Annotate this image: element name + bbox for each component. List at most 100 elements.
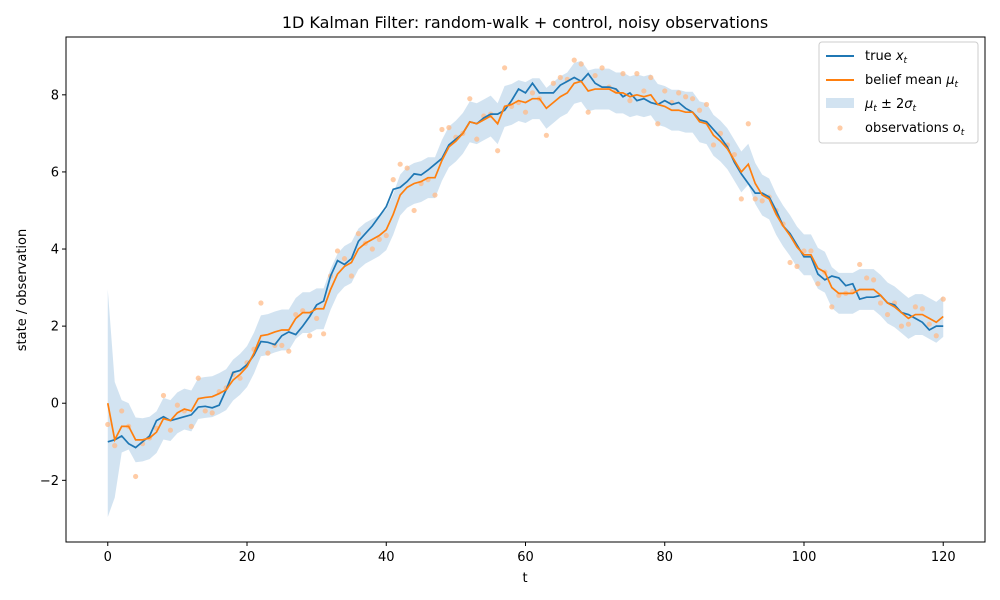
observation-point: [160, 392, 167, 399]
observation-point: [592, 72, 598, 79]
observation-point: [390, 177, 396, 183]
observation-point: [321, 331, 327, 337]
x-tick-label: 20: [239, 550, 256, 565]
observation-point: [195, 375, 201, 381]
observation-point: [348, 273, 355, 279]
observation-point: [662, 88, 668, 94]
observation-point: [446, 124, 452, 131]
observation-point: [293, 311, 299, 318]
observation-point: [543, 132, 549, 138]
y-tick-label: 2: [51, 320, 59, 335]
observation-point: [599, 65, 605, 71]
observation-point: [627, 98, 633, 104]
observation-point: [676, 90, 682, 96]
observation-point: [926, 321, 932, 327]
observation-point: [689, 96, 696, 102]
observation-point: [355, 231, 362, 237]
observation-point: [495, 148, 501, 154]
x-axis-label: t: [522, 571, 527, 586]
observation-point: [286, 348, 292, 354]
observation-point: [683, 94, 689, 100]
observation-point: [752, 196, 758, 202]
y-tick-label: 6: [51, 165, 59, 180]
observation-point: [808, 248, 814, 254]
y-tick-label: 8: [51, 88, 59, 103]
observation-point: [641, 88, 647, 94]
legend-band-swatch: [826, 98, 854, 108]
observation-point: [237, 375, 243, 381]
x-tick-label: 60: [517, 550, 534, 565]
observation-point: [167, 427, 174, 433]
x-tick-label: 120: [931, 550, 956, 565]
observation-point: [439, 126, 445, 133]
legend-band-label: μt ± 2σt: [864, 97, 917, 114]
observation-point: [557, 74, 563, 81]
x-axis-ticks: 0 20 40 60 80 100 120: [104, 542, 956, 565]
observation-point: [585, 109, 591, 115]
y-tick-label: −2: [40, 474, 59, 489]
observation-point: [397, 161, 403, 167]
observation-point: [877, 300, 884, 306]
legend-obs-label: observations ot: [865, 121, 965, 138]
observation-point: [864, 275, 870, 281]
observation-point: [940, 296, 946, 302]
chart-title: 1D Kalman Filter: random-walk + control,…: [282, 13, 768, 32]
observation-point: [404, 165, 410, 171]
observation-point: [871, 277, 877, 283]
observation-point: [112, 443, 118, 449]
observation-point: [258, 300, 264, 306]
observation-point: [912, 304, 918, 310]
observation-point: [202, 408, 208, 414]
x-tick-label: 40: [378, 550, 395, 565]
true-state-line: [107, 72, 944, 449]
legend-true-label: true xt: [865, 49, 908, 66]
observation-point: [571, 57, 577, 63]
observation-point: [578, 61, 584, 67]
observation-point: [550, 80, 556, 86]
legend-obs-swatch: [837, 125, 843, 131]
observation-point: [710, 142, 717, 148]
observation-point: [383, 232, 389, 239]
observation-point: [133, 473, 139, 480]
observation-point: [759, 198, 765, 204]
series-lines-layer: [106, 72, 944, 449]
y-axis-ticks: −2 0 2 4 6 8: [40, 88, 66, 489]
observation-point: [648, 74, 654, 81]
observation-point: [745, 121, 751, 127]
x-tick-label: 80: [656, 550, 673, 565]
observation-point: [829, 304, 835, 310]
observation-point: [369, 246, 375, 252]
observation-point: [794, 263, 800, 269]
observation-point: [898, 323, 905, 329]
observation-point: [905, 321, 912, 327]
observation-point: [265, 350, 271, 356]
observation-point: [474, 136, 480, 142]
observation-point: [529, 90, 536, 96]
observation-point: [334, 248, 341, 254]
observation-point: [815, 281, 821, 287]
observation-point: [620, 71, 626, 77]
legend-mean-label: belief mean μt: [865, 73, 958, 90]
x-tick-label: 0: [104, 550, 112, 565]
observation-point: [857, 261, 863, 268]
observation-point: [209, 410, 215, 416]
observation-point: [738, 196, 744, 202]
observation-point: [919, 306, 925, 312]
observation-point: [787, 259, 793, 266]
observation-point: [703, 101, 710, 108]
y-tick-label: 4: [51, 243, 59, 258]
observation-point: [341, 256, 348, 262]
observation-point: [188, 423, 194, 429]
legend: true xt belief mean μt μt ± 2σt observat…: [818, 41, 979, 144]
observation-point: [502, 65, 508, 71]
observation-point: [119, 408, 125, 414]
observation-point: [105, 421, 111, 428]
observation-point: [655, 121, 661, 127]
observation-point: [174, 402, 180, 408]
y-tick-label: 0: [51, 397, 59, 412]
x-tick-label: 100: [792, 550, 817, 565]
y-axis-label: state / observation: [15, 229, 30, 351]
observation-point: [522, 109, 529, 115]
observation-point: [467, 96, 473, 102]
